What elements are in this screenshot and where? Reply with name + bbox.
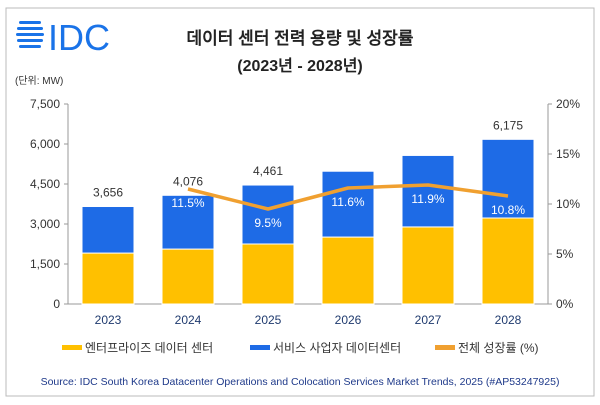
total-label: 4,461 <box>253 164 283 178</box>
total-label: 3,656 <box>93 186 123 200</box>
bar-enterprise-2027 <box>402 227 454 304</box>
bar-enterprise-2023 <box>82 253 134 304</box>
x-tick-label: 2027 <box>415 313 442 327</box>
legend-label: 엔터프라이즈 데이터 센터 <box>85 341 213 355</box>
source-note: Source: IDC South Korea Datacenter Opera… <box>41 376 560 388</box>
x-tick-label: 2028 <box>495 313 522 327</box>
x-tick-label: 2025 <box>255 313 282 327</box>
total-label: 4,076 <box>173 174 203 188</box>
y2-tick-label: 15% <box>556 147 580 161</box>
y-tick-label: 6,000 <box>30 137 60 151</box>
legend: 엔터프라이즈 데이터 센터 서비스 사업자 데이터센터 전체 성장률 (%) <box>62 341 539 355</box>
y2-tick-label: 10% <box>556 197 580 211</box>
growth-label: 10.8% <box>491 203 525 217</box>
legend-swatch <box>250 345 270 350</box>
y2-tick-label: 20% <box>556 97 580 111</box>
bar-service-2023 <box>82 207 134 254</box>
x-tick-label: 2024 <box>175 313 202 327</box>
total-label: 6,175 <box>493 118 523 132</box>
growth-label: 11.6% <box>331 195 364 209</box>
bar-enterprise-2025 <box>242 244 294 304</box>
y2-tick-label: 5% <box>556 247 574 261</box>
bar-enterprise-2028 <box>482 218 534 304</box>
y-tick-label: 3,000 <box>30 217 60 231</box>
legend-label: 전체 성장률 (%) <box>458 341 539 355</box>
logo-text: IDC <box>48 17 110 58</box>
y2-tick-label: 0% <box>556 297 574 311</box>
y-tick-label: 1,500 <box>30 257 60 271</box>
growth-label: 9.5% <box>254 216 282 230</box>
y-tick-label: 0 <box>53 297 60 311</box>
y-tick-label: 7,500 <box>30 97 60 111</box>
chart-subtitle: (2023년 - 2028년) <box>237 56 363 75</box>
chart-title: 데이터 센터 전력 용량 및 성장률 <box>187 29 414 48</box>
bar-enterprise-2024 <box>162 249 214 304</box>
legend-swatch <box>435 345 455 350</box>
x-tick-label: 2026 <box>335 313 362 327</box>
unit-label: (단위: MW) <box>15 74 63 87</box>
bar-service-2025 <box>242 185 294 244</box>
x-tick-label: 2023 <box>95 313 122 327</box>
growth-label: 11.9% <box>411 192 444 206</box>
bar-enterprise-2026 <box>322 237 374 304</box>
legend-swatch <box>62 345 82 350</box>
growth-label: 11.5% <box>171 196 204 210</box>
legend-label: 서비스 사업자 데이터센터 <box>273 341 401 355</box>
y-tick-label: 4,500 <box>30 177 60 191</box>
